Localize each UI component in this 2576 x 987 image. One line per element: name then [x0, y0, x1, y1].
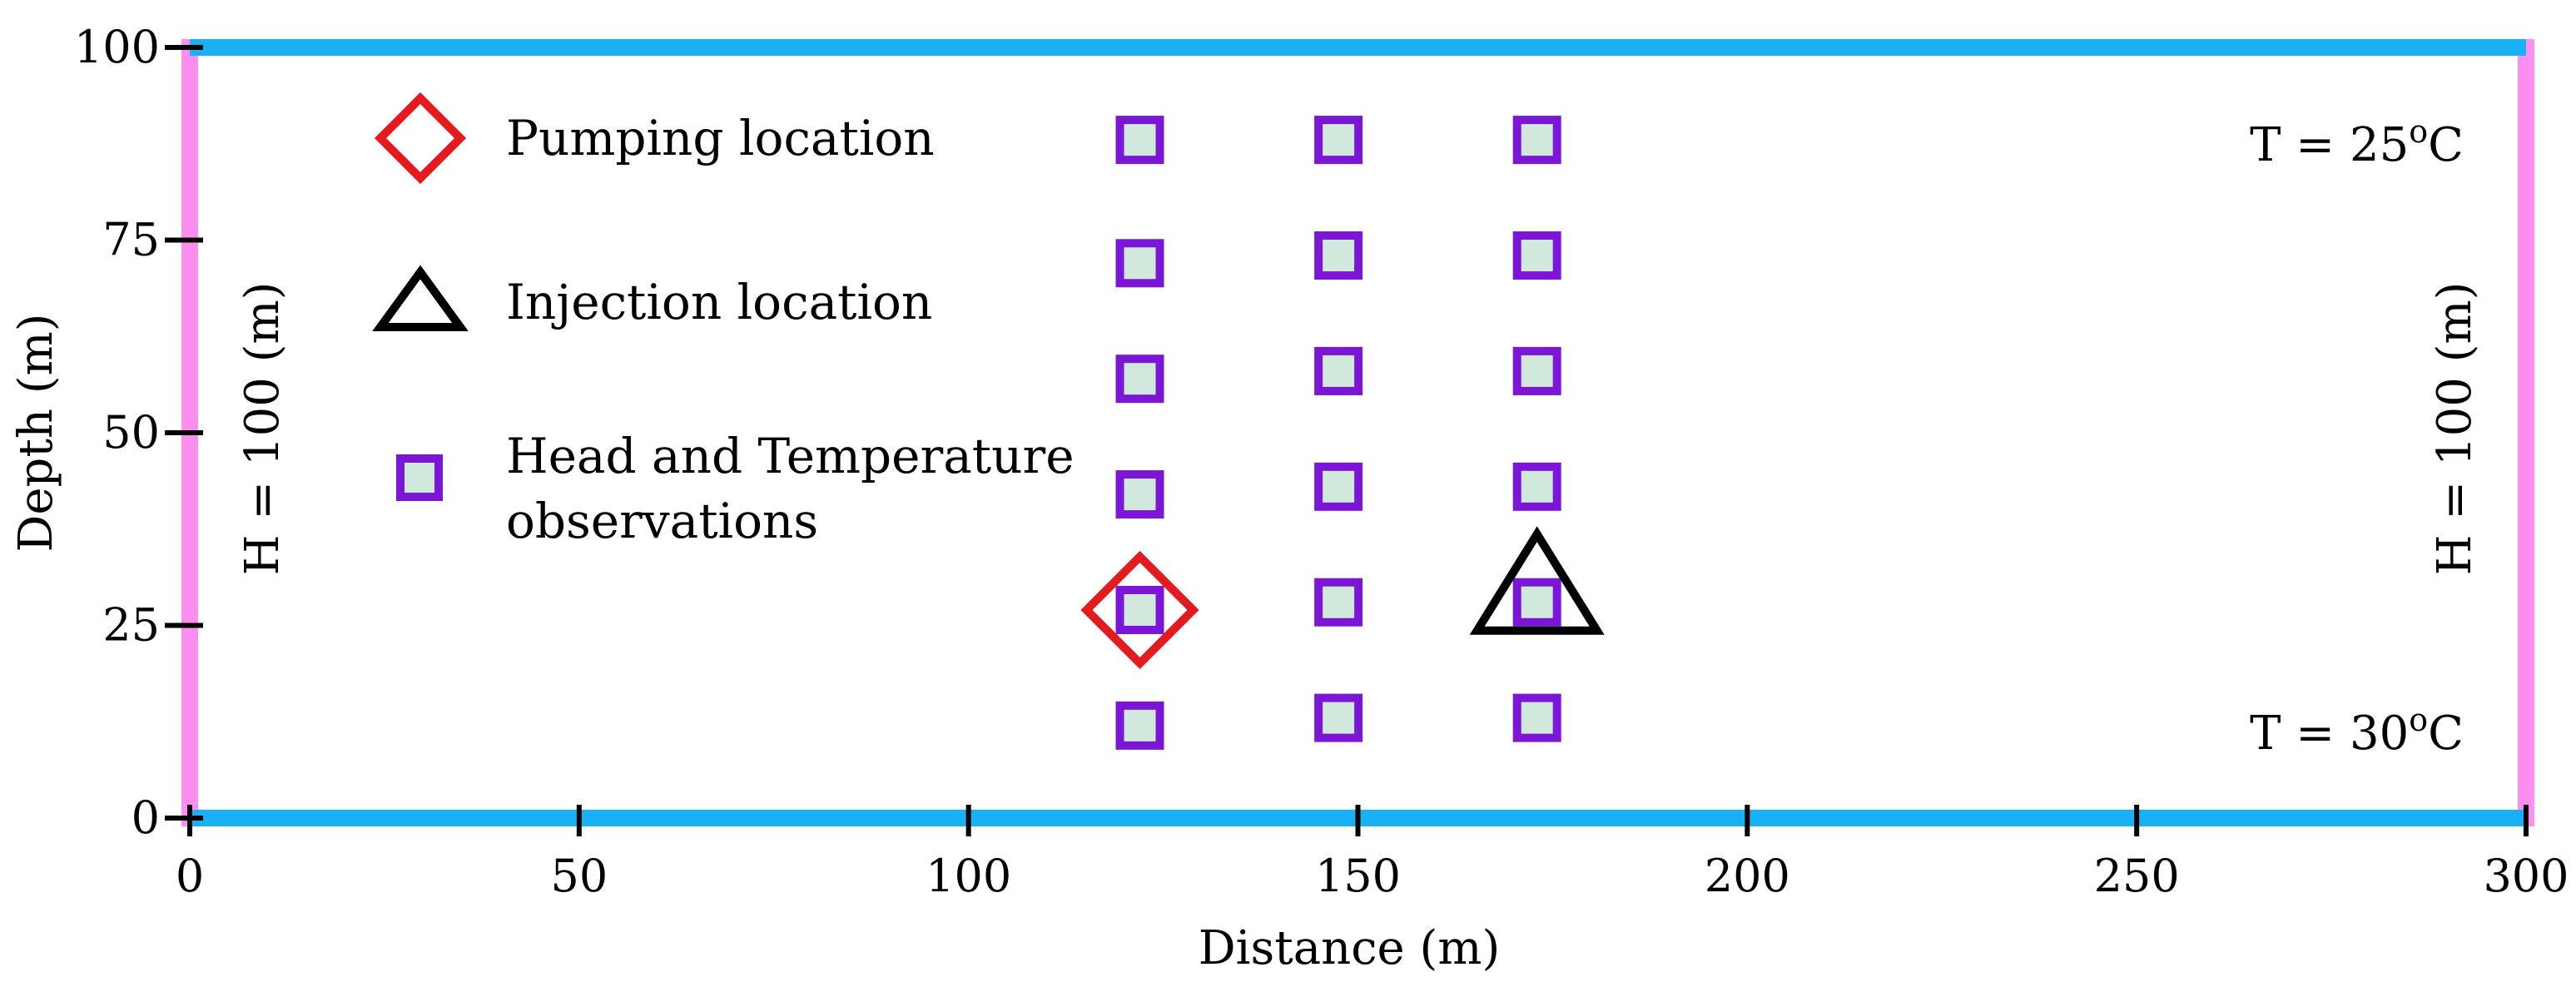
- x-tick-label: 0: [176, 850, 204, 902]
- legend-observation-label-line1: Head and Temperature: [506, 428, 1075, 484]
- right-head-label: H = 100 (m): [2428, 282, 2482, 576]
- legend: Pumping location Injection location Head…: [372, 92, 1075, 549]
- injection-location-marker: [1469, 526, 1605, 635]
- y-axis-ticks: 0 25 50 75 100: [74, 21, 203, 844]
- x-tick-label: 100: [926, 850, 1011, 902]
- observation-point: [1115, 239, 1164, 288]
- y-axis-title: Depth (m): [9, 313, 63, 552]
- observation-point: [1314, 346, 1363, 395]
- y-tick-label: 0: [132, 791, 160, 844]
- y-tick-label: 100: [74, 21, 160, 73]
- x-axis-ticks: 0 50 100 150 200 250 300: [176, 805, 2569, 902]
- observation-point: [1512, 346, 1561, 395]
- observation-point: [1314, 116, 1363, 165]
- y-tick-label: 50: [102, 406, 160, 459]
- observation-point: [1115, 470, 1164, 519]
- x-tick-label: 150: [1315, 850, 1401, 902]
- observation-point: [1512, 231, 1561, 280]
- pumping-location-marker: [1080, 550, 1199, 670]
- observation-point: [1512, 578, 1561, 627]
- observation-point: [1314, 231, 1363, 280]
- observation-square-icon: [396, 454, 443, 501]
- observation-point: [1115, 355, 1164, 404]
- x-tick-label: 300: [2483, 850, 2569, 902]
- observation-point: [1512, 116, 1561, 165]
- top-temperature-label: T = 25oC: [2250, 113, 2464, 172]
- observation-point: [1314, 462, 1363, 511]
- y-tick-label: 75: [102, 214, 160, 266]
- data-markers: [1080, 116, 1605, 750]
- observation-point: [1115, 116, 1164, 165]
- observation-point: [1115, 585, 1164, 634]
- y-tick-label: 25: [102, 599, 160, 652]
- legend-injection-label: Injection location: [506, 274, 932, 330]
- left-head-label: H = 100 (m): [236, 282, 290, 576]
- observation-point: [1314, 578, 1363, 627]
- bottom-temperature-label: T = 30oC: [2250, 702, 2464, 761]
- legend-pumping-label: Pumping location: [506, 110, 935, 166]
- pumping-diamond-icon: [374, 92, 467, 185]
- x-tick-label: 250: [2094, 850, 2180, 902]
- observation-point: [1115, 701, 1164, 750]
- observation-point: [1314, 693, 1363, 742]
- observation-point: [1512, 693, 1561, 742]
- x-axis-title: Distance (m): [1199, 921, 1501, 975]
- legend-observation-label-line2: observations: [506, 493, 818, 549]
- x-tick-label: 50: [550, 850, 608, 902]
- injection-triangle-icon: [372, 265, 469, 331]
- observation-point: [1512, 462, 1561, 511]
- x-tick-label: 200: [1705, 850, 1790, 902]
